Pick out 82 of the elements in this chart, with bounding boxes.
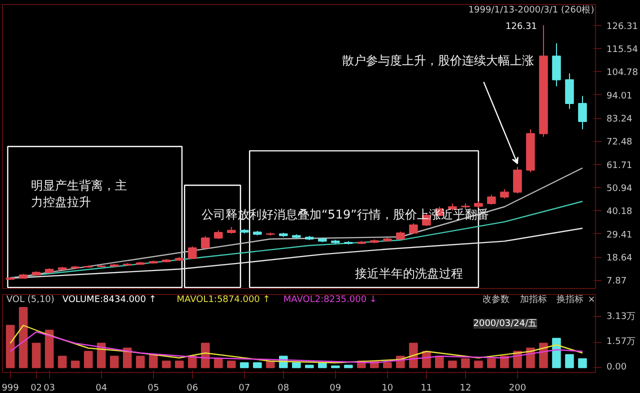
bar [6, 324, 15, 368]
bar [44, 330, 54, 368]
bar [383, 362, 392, 368]
x-tick-label: 08 [278, 384, 290, 393]
candlestick [513, 166, 522, 194]
annotation: 接近半年的洗盘过程 [354, 266, 463, 280]
bar [32, 342, 41, 368]
y-tick-label: 50.94 [606, 184, 633, 194]
candlestick [500, 188, 509, 200]
annotation: VOL (5,10) [6, 295, 54, 306]
bar [552, 338, 561, 368]
x-tick-label: 06 [186, 384, 198, 393]
x-tick-label: 200 [508, 384, 526, 393]
bar [226, 360, 236, 368]
y-tick-label: 104.78 [606, 68, 638, 78]
y-tick-label: 0.00 [606, 362, 627, 373]
y-tick-label: 94.01 [606, 91, 632, 102]
annotation: 加指标 [520, 294, 548, 306]
annotation: VOLUME:8434.000 ↑ [62, 295, 156, 306]
bar [84, 350, 93, 368]
y-tick-label: 40.18 [606, 207, 633, 218]
bar [214, 358, 223, 368]
bar [448, 360, 457, 368]
bar [487, 358, 496, 368]
bar [110, 356, 119, 368]
y-tick-label: 83.24 [606, 114, 633, 125]
bar [58, 356, 67, 368]
y-tick-label: 29.41 [606, 230, 632, 240]
bar [148, 354, 158, 368]
bar [461, 358, 470, 368]
bar [136, 356, 145, 368]
line-series [10, 331, 584, 364]
bar [474, 360, 483, 368]
y-tick-label: 3.13万 [606, 312, 636, 322]
x-tick-label: 10 [382, 384, 394, 393]
bar [18, 307, 28, 368]
annotation: 改参数 [482, 294, 510, 306]
y-tick-label: 18.64 [606, 254, 633, 264]
candlestick [487, 194, 496, 206]
candlestick [409, 222, 418, 234]
bar [174, 360, 184, 368]
chart-subtitle: 1999/1/13-2000/3/1 (260根) [468, 4, 594, 16]
annotation: MAVOL2:8235.000 ↓ [283, 295, 377, 306]
x-tick-label: 04 [96, 384, 108, 393]
bar [565, 354, 574, 368]
bar [305, 364, 314, 368]
bar [70, 360, 80, 368]
annotation: 明显产生背离，主力控盘拉升 [31, 178, 128, 210]
bar [435, 356, 444, 368]
y-tick-label: 61.71 [606, 160, 632, 171]
y-tick-label: 72.48 [606, 138, 633, 148]
candlestick [578, 95, 587, 130]
bar [292, 362, 301, 368]
annotation: 2000/03/24/五 [473, 318, 538, 329]
annotation: 换指标 [556, 294, 584, 306]
candlestick [565, 72, 574, 110]
x-tick-label: 05 [148, 384, 160, 393]
x-tick-label: 11 [420, 384, 432, 393]
x-tick-label: 09 [330, 384, 342, 393]
bar [578, 358, 587, 368]
y-tick-label: 1.57万 [606, 337, 636, 348]
bar [539, 342, 548, 368]
x-tick-label: 07 [238, 384, 250, 393]
candlestick [552, 42, 561, 87]
line-series [10, 167, 584, 279]
bar [162, 360, 171, 368]
x-tick-label: 12 [460, 384, 472, 393]
candlestick [188, 246, 197, 260]
y-tick-label: 126.31 [606, 22, 638, 32]
annotation: 散户参与度上升，股价连续大幅上涨 [342, 53, 534, 68]
annotation: × [588, 295, 596, 306]
y-tick-label: 7.87 [606, 276, 627, 287]
candlestick [200, 236, 210, 250]
x-tick-label: 03 [44, 384, 56, 393]
bar [252, 362, 262, 368]
y-tick-label: 115.54 [606, 45, 638, 56]
x-tick-label: 999 [2, 384, 20, 393]
x-tick-label: 02 [30, 384, 42, 393]
annotation: 126.31 [505, 22, 537, 32]
bar [344, 364, 353, 368]
annotation: MAVOL1:5874.000 ↑ [176, 295, 270, 306]
bar [240, 362, 249, 368]
